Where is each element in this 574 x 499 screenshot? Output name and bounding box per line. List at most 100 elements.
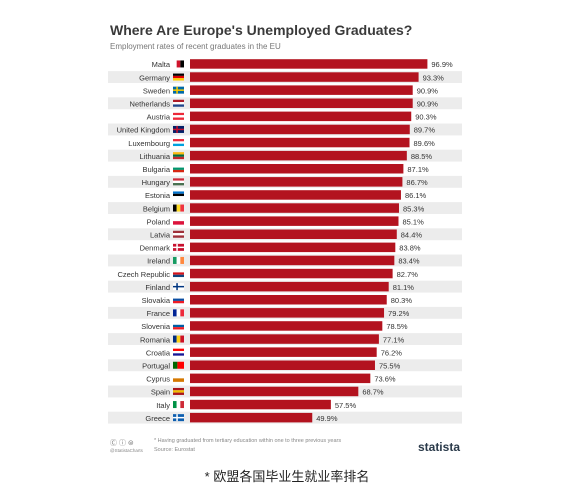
country-label: Denmark bbox=[140, 244, 171, 253]
country-label: Spain bbox=[151, 388, 170, 397]
value-label: 90.9% bbox=[417, 99, 439, 108]
value-label: 83.4% bbox=[398, 257, 420, 266]
country-label: Slovakia bbox=[142, 296, 171, 305]
bar bbox=[190, 321, 383, 331]
statista-logo[interactable]: statista bbox=[417, 440, 460, 454]
value-label: 87.1% bbox=[407, 165, 429, 174]
country-label: Latvia bbox=[150, 230, 171, 239]
value-label: 49.9% bbox=[316, 414, 338, 423]
country-label: Romania bbox=[140, 335, 171, 344]
flag-icon bbox=[173, 60, 184, 68]
country-label: Portugal bbox=[142, 361, 170, 370]
flag-icon bbox=[173, 322, 184, 330]
flag-icon bbox=[173, 361, 184, 369]
value-label: 57.5% bbox=[335, 401, 357, 410]
value-label: 85.1% bbox=[402, 217, 424, 226]
source-note: Source: Eurostat bbox=[154, 447, 195, 453]
value-label: 78.5% bbox=[386, 322, 408, 331]
value-label: 88.5% bbox=[411, 152, 433, 161]
flag-icon bbox=[173, 283, 184, 291]
bar-chart: Malta 96.9% Germany 93.3% Sweden 90.9% Netherl… bbox=[108, 58, 462, 424]
chart-card: Where Are Europe's Unemployed Graduates?… bbox=[104, 12, 466, 460]
value-label: 93.3% bbox=[423, 73, 445, 82]
country-label: Austria bbox=[147, 113, 171, 122]
value-label: 89.7% bbox=[414, 126, 436, 135]
flag-icon bbox=[173, 86, 184, 94]
flag-icon bbox=[173, 256, 184, 264]
value-label: 86.1% bbox=[405, 191, 427, 200]
country-label: Finland bbox=[145, 283, 170, 292]
bar bbox=[190, 242, 396, 253]
flag-icon bbox=[173, 414, 184, 422]
value-label: 85.3% bbox=[403, 204, 425, 213]
bar bbox=[190, 268, 393, 279]
twitter-handle: @StatistaCharts bbox=[110, 448, 143, 453]
country-label: Cyprus bbox=[146, 375, 170, 384]
chart-title: Where Are Europe's Unemployed Graduates? bbox=[110, 22, 413, 38]
country-label: Hungary bbox=[142, 178, 171, 187]
bar bbox=[190, 281, 389, 292]
flag-icon bbox=[173, 191, 184, 199]
bar bbox=[190, 308, 385, 318]
country-label: Lithuania bbox=[140, 152, 171, 161]
bar bbox=[190, 295, 387, 305]
value-label: 89.6% bbox=[414, 139, 436, 148]
flag-icon bbox=[173, 296, 184, 304]
value-label: 90.9% bbox=[417, 86, 439, 95]
flag-icon bbox=[173, 401, 184, 409]
flag-icon bbox=[173, 125, 184, 133]
bar bbox=[190, 334, 379, 344]
bar bbox=[190, 150, 407, 161]
value-label: 76.2% bbox=[381, 348, 403, 357]
flag-icon bbox=[173, 73, 184, 81]
country-label: Germany bbox=[139, 73, 170, 82]
bar bbox=[190, 229, 397, 239]
flag-icon bbox=[173, 270, 184, 278]
bar bbox=[190, 111, 412, 122]
flag-icon bbox=[173, 152, 184, 160]
country-label: Netherlands bbox=[130, 99, 171, 108]
country-label: Estonia bbox=[145, 191, 171, 200]
flag-icon bbox=[173, 178, 184, 186]
flag-icon bbox=[173, 387, 184, 395]
bar bbox=[190, 137, 410, 148]
bar bbox=[190, 255, 395, 266]
footnote: * Having graduated from tertiary educati… bbox=[154, 438, 342, 444]
flag-icon bbox=[173, 112, 184, 120]
flag-icon bbox=[173, 204, 184, 212]
value-label: 81.1% bbox=[393, 283, 415, 292]
country-label: Sweden bbox=[143, 86, 170, 95]
chart-subtitle: Employment rates of recent graduates in … bbox=[110, 42, 281, 51]
value-label: 96.9% bbox=[431, 60, 453, 69]
bar bbox=[190, 59, 428, 69]
value-label: 83.8% bbox=[399, 244, 421, 253]
country-label: Italy bbox=[156, 401, 170, 410]
country-label: Greece bbox=[145, 414, 170, 423]
image-caption: * 欧盟各国毕业生就业率排名 bbox=[204, 469, 370, 484]
value-label: 90.3% bbox=[415, 113, 437, 122]
value-label: 79.2% bbox=[388, 309, 410, 318]
flag-icon bbox=[173, 99, 184, 107]
country-label: Bulgaria bbox=[142, 165, 170, 174]
bar bbox=[190, 190, 401, 200]
country-label: Luxembourg bbox=[128, 139, 170, 148]
country-label: Malta bbox=[152, 60, 171, 69]
flag-icon bbox=[173, 230, 184, 238]
bar bbox=[190, 85, 413, 95]
country-label: Slovenia bbox=[141, 322, 171, 331]
value-label: 68.7% bbox=[362, 388, 384, 397]
country-label: United Kingdom bbox=[117, 126, 170, 135]
value-label: 75.5% bbox=[379, 361, 401, 370]
value-label: 84.4% bbox=[401, 230, 423, 239]
country-label: France bbox=[147, 309, 170, 318]
bar bbox=[190, 360, 375, 370]
bar bbox=[190, 203, 399, 213]
bar bbox=[190, 177, 403, 187]
flag-icon bbox=[173, 165, 184, 173]
value-label: 77.1% bbox=[383, 335, 405, 344]
flag-icon bbox=[173, 243, 184, 251]
flag-icon bbox=[173, 309, 184, 317]
country-label: Poland bbox=[147, 217, 170, 226]
value-label: 73.6% bbox=[374, 375, 396, 384]
bar bbox=[190, 164, 404, 174]
